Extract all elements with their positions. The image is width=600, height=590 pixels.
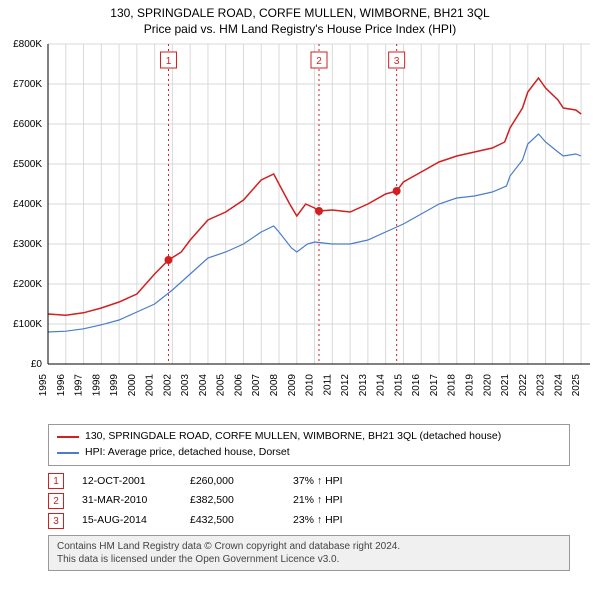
- title-sub: Price paid vs. HM Land Registry's House …: [0, 22, 600, 36]
- footer-attribution: Contains HM Land Registry data © Crown c…: [48, 535, 570, 571]
- svg-text:2000: 2000: [127, 374, 138, 397]
- footer-line-1: Contains HM Land Registry data © Crown c…: [57, 540, 561, 553]
- svg-text:£100K: £100K: [13, 319, 42, 330]
- svg-text:2006: 2006: [233, 374, 244, 397]
- svg-text:2001: 2001: [145, 374, 156, 397]
- svg-text:£600K: £600K: [13, 119, 42, 130]
- svg-text:2021: 2021: [500, 374, 511, 397]
- line-chart: £0 £100K £200K £300K £400K £500K £600K £700K £80…: [0, 38, 600, 418]
- legend-item: HPI: Average price, detached house, Dors…: [57, 445, 561, 461]
- svg-text:2015: 2015: [393, 374, 404, 397]
- transaction-pct: 37% ↑ HPI: [293, 472, 373, 492]
- svg-text:2017: 2017: [429, 374, 440, 397]
- svg-text:2019: 2019: [464, 374, 475, 397]
- svg-text:£400K: £400K: [13, 199, 42, 210]
- transaction-price: £260,000: [190, 472, 275, 492]
- svg-text:2007: 2007: [251, 374, 262, 397]
- svg-text:2003: 2003: [180, 374, 191, 397]
- transaction-date: 15-AUG-2014: [82, 511, 172, 531]
- transaction-row: 2 31-MAR-2010 £382,500 21% ↑ HPI: [48, 491, 570, 511]
- svg-text:2011: 2011: [322, 374, 333, 396]
- footer-line-2: This data is licensed under the Open Gov…: [57, 553, 561, 566]
- transaction-row: 1 12-OCT-2001 £260,000 37% ↑ HPI: [48, 472, 570, 492]
- svg-text:2002: 2002: [162, 374, 173, 397]
- svg-text:1999: 1999: [109, 374, 120, 397]
- legend-label: 130, SPRINGDALE ROAD, CORFE MULLEN, WIMB…: [85, 429, 501, 445]
- svg-text:2004: 2004: [198, 374, 209, 397]
- svg-text:£700K: £700K: [13, 79, 42, 90]
- transaction-price: £432,500: [190, 511, 275, 531]
- svg-text:2: 2: [316, 56, 322, 67]
- transaction-badge: 2: [48, 493, 64, 509]
- transaction-price: £382,500: [190, 491, 275, 511]
- svg-text:1: 1: [166, 56, 172, 67]
- svg-text:3: 3: [394, 56, 400, 67]
- svg-text:2024: 2024: [553, 374, 564, 397]
- svg-text:2009: 2009: [287, 374, 298, 397]
- svg-text:1995: 1995: [38, 374, 49, 397]
- svg-text:2025: 2025: [571, 374, 582, 397]
- svg-text:2005: 2005: [216, 374, 227, 397]
- svg-text:2016: 2016: [411, 374, 422, 397]
- transaction-row: 3 15-AUG-2014 £432,500 23% ↑ HPI: [48, 511, 570, 531]
- svg-text:£0: £0: [31, 359, 43, 370]
- svg-text:2023: 2023: [536, 374, 547, 397]
- legend-item: 130, SPRINGDALE ROAD, CORFE MULLEN, WIMB…: [57, 429, 561, 445]
- svg-text:2012: 2012: [340, 374, 351, 397]
- legend-swatch: [57, 436, 79, 438]
- transaction-pct: 23% ↑ HPI: [293, 511, 373, 531]
- svg-text:2014: 2014: [376, 374, 387, 397]
- svg-text:2018: 2018: [447, 374, 458, 397]
- transaction-pct: 21% ↑ HPI: [293, 491, 373, 511]
- transaction-badge: 3: [48, 513, 64, 529]
- title-block: 130, SPRINGDALE ROAD, CORFE MULLEN, WIMB…: [0, 0, 600, 38]
- svg-text:2013: 2013: [358, 374, 369, 397]
- transaction-badge: 1: [48, 473, 64, 489]
- svg-text:£200K: £200K: [13, 279, 42, 290]
- svg-text:2020: 2020: [482, 374, 493, 397]
- title-main: 130, SPRINGDALE ROAD, CORFE MULLEN, WIMB…: [0, 6, 600, 20]
- svg-text:2010: 2010: [305, 374, 316, 397]
- svg-text:£800K: £800K: [13, 39, 42, 50]
- svg-text:1997: 1997: [74, 374, 85, 397]
- transaction-date: 31-MAR-2010: [82, 491, 172, 511]
- legend-swatch: [57, 452, 79, 454]
- svg-text:£500K: £500K: [13, 159, 42, 170]
- transaction-table: 1 12-OCT-2001 £260,000 37% ↑ HPI 2 31-MAR-201…: [48, 472, 570, 532]
- chart-area: £0 £100K £200K £300K £400K £500K £600K £700K £80…: [0, 38, 600, 418]
- svg-text:2022: 2022: [518, 374, 529, 397]
- chart-container: 130, SPRINGDALE ROAD, CORFE MULLEN, WIMB…: [0, 0, 600, 571]
- svg-text:1996: 1996: [56, 374, 67, 397]
- svg-text:£300K: £300K: [13, 239, 42, 250]
- svg-text:2008: 2008: [269, 374, 280, 397]
- transaction-date: 12-OCT-2001: [82, 472, 172, 492]
- legend: 130, SPRINGDALE ROAD, CORFE MULLEN, WIMB…: [48, 424, 570, 466]
- svg-text:1998: 1998: [91, 374, 102, 397]
- legend-label: HPI: Average price, detached house, Dors…: [85, 445, 290, 461]
